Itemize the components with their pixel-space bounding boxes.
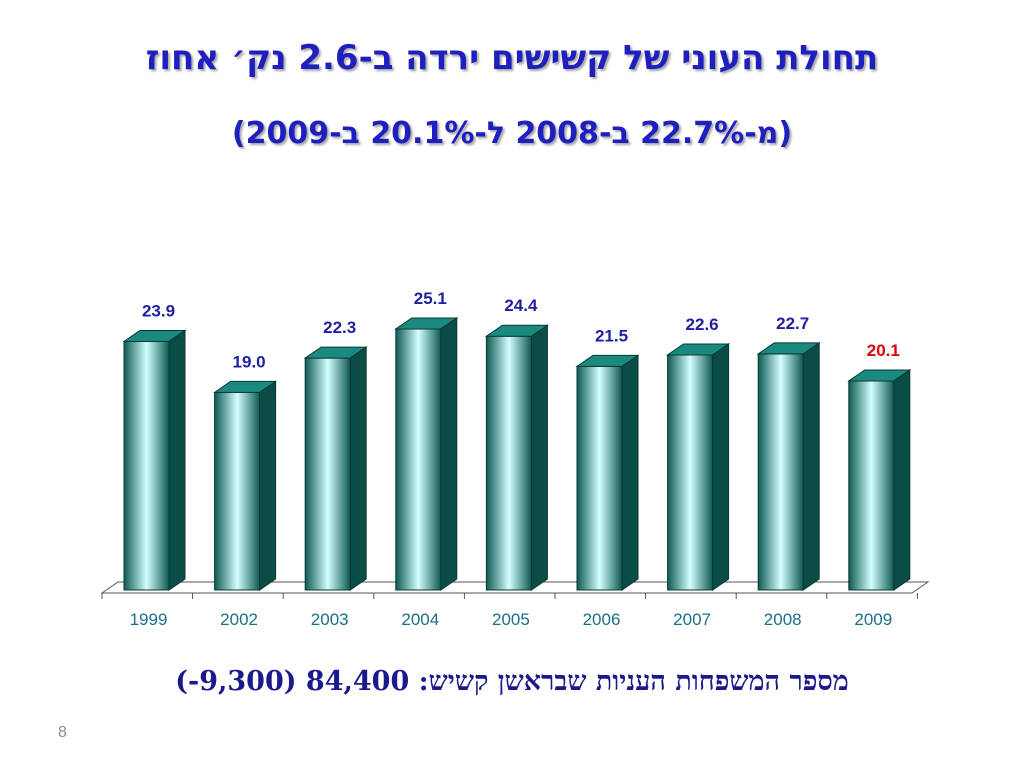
bar-side bbox=[802, 341, 820, 591]
tick-label: 2006 bbox=[583, 610, 621, 629]
bar-side bbox=[259, 380, 277, 591]
value-label: 24.4 bbox=[504, 296, 538, 315]
slide-subtitle: (מ-22.7% ב-2008 ל-20.1% ב-2009) bbox=[231, 116, 793, 151]
tick-label: 2008 bbox=[764, 610, 802, 629]
bar-2005 bbox=[484, 324, 550, 591]
bar-top bbox=[847, 369, 912, 382]
bar-top bbox=[665, 343, 731, 356]
bar-front bbox=[395, 328, 442, 591]
value-labels: 23.9 19.0 22.3 25.1 24.4 21.5 22.6 22.7 20.1 bbox=[142, 289, 900, 371]
bar-2008 bbox=[756, 341, 821, 591]
value-label: 25.1 bbox=[414, 289, 447, 308]
bar-top bbox=[122, 329, 187, 342]
bar-side bbox=[168, 329, 186, 591]
value-label: 23.9 bbox=[142, 301, 175, 320]
tick-label: 2004 bbox=[401, 610, 439, 629]
bar-front bbox=[848, 380, 895, 591]
bar-2007 bbox=[665, 343, 731, 591]
bar-side bbox=[440, 317, 458, 591]
value-label: 19.0 bbox=[233, 352, 266, 371]
tick-label: 1999 bbox=[130, 610, 168, 629]
bar-front bbox=[667, 354, 714, 591]
bar-2004 bbox=[394, 317, 459, 591]
bar-top bbox=[394, 317, 459, 330]
bar-1999 bbox=[122, 329, 187, 591]
value-label: 22.3 bbox=[323, 318, 356, 337]
tick-label: 2003 bbox=[311, 610, 349, 629]
bar-side bbox=[530, 324, 548, 591]
slide-title: תחולת העוני של קשישים ירדה ב-2.6 נק׳ אחו… bbox=[145, 38, 879, 78]
value-label: 22.7 bbox=[776, 314, 809, 333]
bar-front bbox=[214, 391, 261, 591]
bar-front bbox=[123, 340, 170, 591]
bar-top bbox=[575, 354, 640, 367]
bar-top bbox=[303, 346, 368, 359]
value-label: 20.1 bbox=[867, 341, 900, 360]
bar-front bbox=[576, 365, 623, 591]
bar-2002 bbox=[212, 380, 278, 591]
bar-2006 bbox=[575, 354, 640, 591]
bar-side bbox=[893, 369, 911, 591]
value-label: 21.5 bbox=[595, 326, 628, 345]
poor-families-footnote: מספר המשפחות העניות שבראשן קשיש: 84,400 … bbox=[175, 666, 849, 697]
bar-top bbox=[212, 380, 278, 393]
tick-label: 2005 bbox=[492, 610, 530, 629]
bar-side bbox=[621, 354, 639, 591]
bar-top bbox=[484, 324, 550, 337]
bar-top bbox=[756, 342, 821, 355]
tick-label: 2009 bbox=[854, 610, 892, 629]
bar-side bbox=[712, 343, 730, 591]
bar-front bbox=[757, 353, 804, 591]
bar-2003 bbox=[303, 346, 368, 591]
tick-label: 2002 bbox=[220, 610, 258, 629]
bar-2009 bbox=[847, 369, 912, 591]
bar-side bbox=[349, 346, 367, 591]
value-label: 22.6 bbox=[686, 315, 719, 334]
tick-label: 2007 bbox=[673, 610, 711, 629]
x-axis-tick-labels: 1999 2002 2003 2004 2005 2006 2007 2008 2009 bbox=[130, 610, 893, 629]
bar-front bbox=[485, 335, 532, 591]
bar-front bbox=[304, 357, 351, 591]
chart-bars bbox=[122, 317, 912, 591]
slide-page-number: 8 bbox=[58, 724, 67, 741]
